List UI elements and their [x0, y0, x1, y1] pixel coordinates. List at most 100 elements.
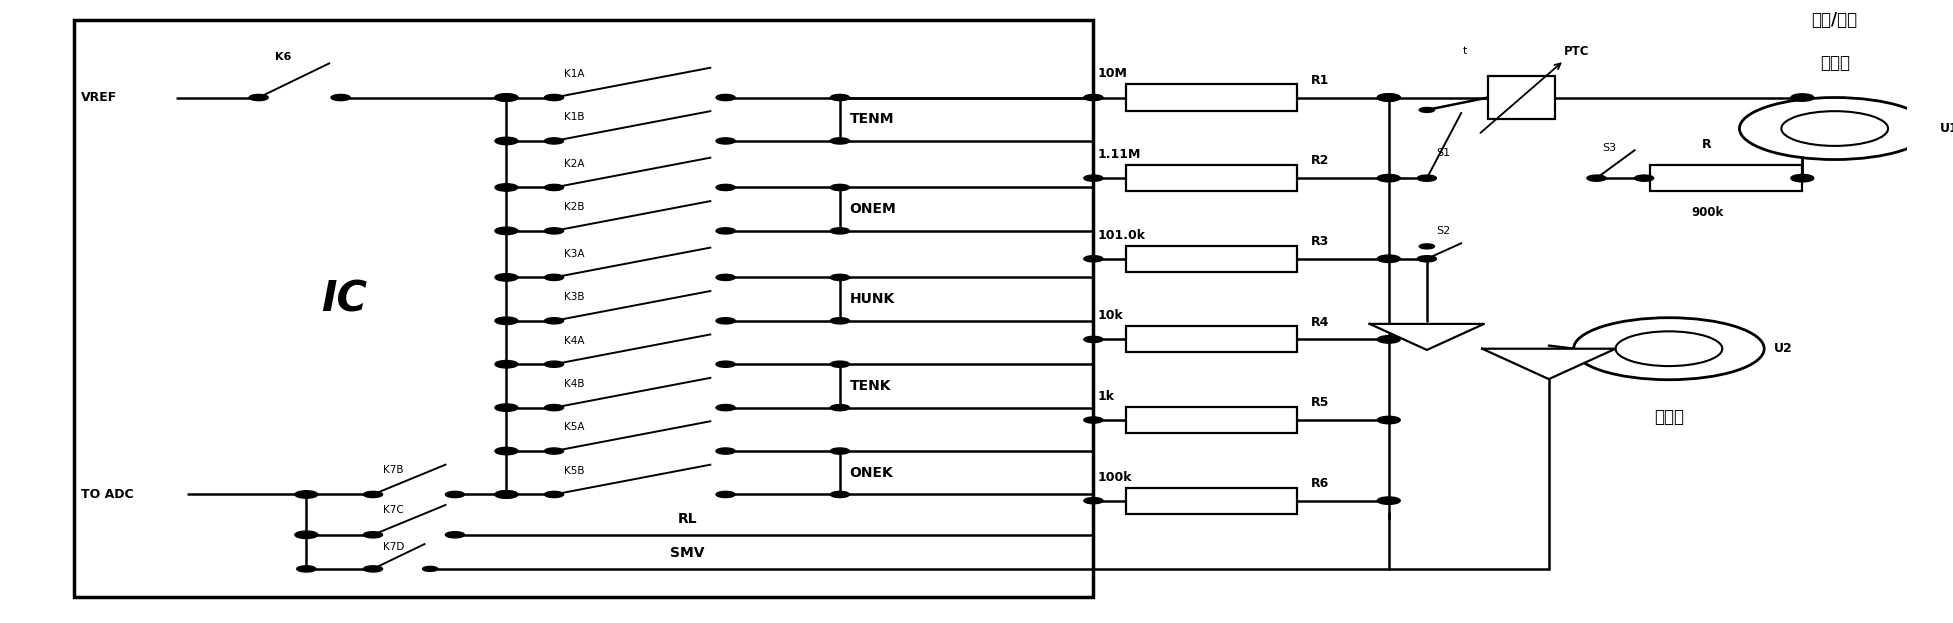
- Text: t: t: [1463, 46, 1467, 56]
- Text: SMV: SMV: [670, 546, 705, 560]
- Text: R2: R2: [1310, 155, 1328, 168]
- Text: R: R: [1703, 138, 1713, 151]
- Text: K7D: K7D: [383, 542, 404, 552]
- Circle shape: [445, 492, 465, 498]
- Circle shape: [717, 448, 734, 454]
- Text: K2B: K2B: [564, 202, 584, 212]
- Text: K3A: K3A: [564, 249, 584, 259]
- Circle shape: [1418, 255, 1435, 262]
- Circle shape: [717, 361, 734, 368]
- Circle shape: [830, 492, 850, 498]
- Circle shape: [717, 404, 734, 411]
- Circle shape: [545, 184, 564, 191]
- Circle shape: [717, 138, 734, 144]
- Text: K7B: K7B: [383, 465, 402, 475]
- Text: R6: R6: [1310, 477, 1328, 490]
- Text: K1B: K1B: [564, 112, 584, 122]
- Text: TENM: TENM: [850, 112, 894, 126]
- Circle shape: [1084, 255, 1103, 262]
- Circle shape: [250, 95, 268, 101]
- Circle shape: [1574, 318, 1764, 380]
- Circle shape: [1615, 331, 1723, 366]
- Circle shape: [422, 566, 437, 571]
- Circle shape: [830, 138, 850, 144]
- Circle shape: [494, 317, 518, 325]
- Circle shape: [1377, 497, 1400, 505]
- Circle shape: [717, 184, 734, 191]
- Circle shape: [1420, 107, 1435, 112]
- Circle shape: [494, 184, 518, 191]
- Circle shape: [494, 273, 518, 281]
- Text: K4A: K4A: [564, 336, 584, 346]
- Bar: [1125, 488, 1297, 514]
- Bar: [1125, 326, 1297, 353]
- Text: S3: S3: [1601, 143, 1617, 153]
- Text: 900k: 900k: [1691, 206, 1723, 219]
- Circle shape: [717, 274, 734, 280]
- Text: TO ADC: TO ADC: [82, 488, 135, 501]
- Text: K5B: K5B: [564, 466, 584, 476]
- Text: K5A: K5A: [564, 422, 584, 432]
- Text: K7C: K7C: [383, 505, 402, 515]
- Circle shape: [1377, 416, 1400, 424]
- Text: 10k: 10k: [1098, 310, 1123, 322]
- Circle shape: [332, 95, 350, 101]
- Text: R4: R4: [1310, 315, 1328, 328]
- Text: K6: K6: [275, 52, 291, 62]
- Text: K3B: K3B: [564, 292, 584, 302]
- Text: 测量端: 测量端: [1820, 54, 1849, 72]
- Circle shape: [1781, 111, 1889, 146]
- Text: ONEK: ONEK: [850, 466, 893, 480]
- Circle shape: [830, 184, 850, 191]
- Circle shape: [445, 531, 465, 538]
- Text: 1k: 1k: [1098, 390, 1115, 403]
- Text: RL: RL: [678, 512, 697, 526]
- Polygon shape: [1482, 349, 1615, 379]
- Polygon shape: [1369, 324, 1484, 350]
- Circle shape: [494, 404, 518, 411]
- Circle shape: [1084, 336, 1103, 343]
- Text: K1A: K1A: [564, 69, 584, 79]
- Circle shape: [1793, 175, 1812, 181]
- Text: PTC: PTC: [1564, 44, 1590, 57]
- Bar: [1125, 245, 1297, 272]
- Text: R5: R5: [1310, 396, 1328, 409]
- Circle shape: [1084, 175, 1103, 181]
- Circle shape: [830, 318, 850, 324]
- Text: U1: U1: [1939, 122, 1953, 135]
- Circle shape: [295, 531, 318, 538]
- Circle shape: [1377, 255, 1400, 262]
- Circle shape: [494, 361, 518, 368]
- Circle shape: [717, 318, 734, 324]
- Bar: [1125, 165, 1297, 191]
- Circle shape: [363, 492, 383, 498]
- Circle shape: [830, 228, 850, 234]
- Text: K4B: K4B: [564, 379, 584, 389]
- Text: 1.11M: 1.11M: [1098, 148, 1141, 161]
- Circle shape: [545, 448, 564, 454]
- Circle shape: [1420, 244, 1435, 249]
- Circle shape: [297, 566, 316, 572]
- Text: TENK: TENK: [850, 379, 891, 393]
- Circle shape: [830, 404, 850, 411]
- Circle shape: [1377, 174, 1400, 182]
- Circle shape: [545, 138, 564, 144]
- Circle shape: [1740, 98, 1930, 159]
- Circle shape: [494, 491, 518, 498]
- Circle shape: [1377, 336, 1400, 343]
- Circle shape: [1418, 175, 1435, 181]
- Circle shape: [494, 491, 518, 498]
- Text: R3: R3: [1310, 235, 1328, 248]
- Circle shape: [717, 95, 734, 101]
- Bar: [1125, 85, 1297, 110]
- Circle shape: [830, 448, 850, 454]
- Text: S2: S2: [1435, 226, 1451, 236]
- Circle shape: [545, 274, 564, 280]
- Text: 接地端: 接地端: [1654, 408, 1683, 426]
- Circle shape: [717, 492, 734, 498]
- Text: IC: IC: [322, 278, 367, 320]
- Circle shape: [1377, 94, 1400, 102]
- Circle shape: [363, 566, 383, 572]
- Text: U2: U2: [1773, 342, 1793, 355]
- Text: 10M: 10M: [1098, 67, 1127, 80]
